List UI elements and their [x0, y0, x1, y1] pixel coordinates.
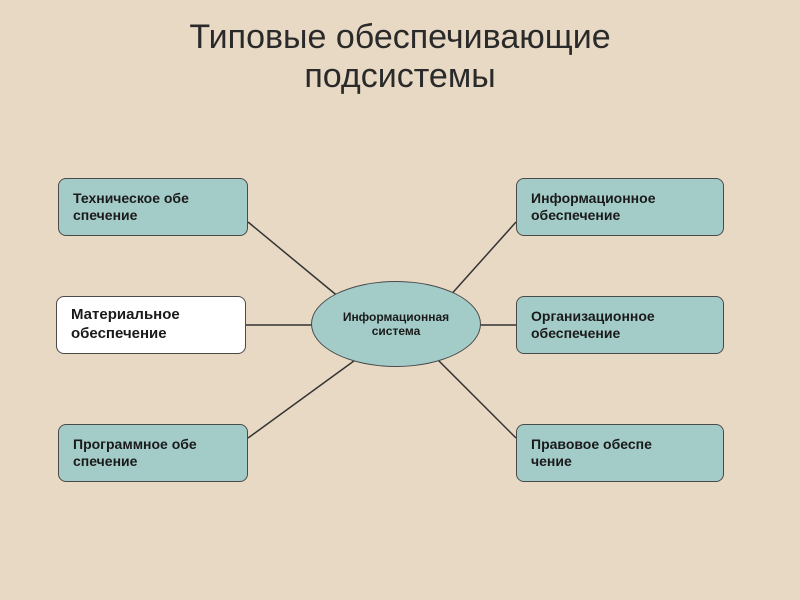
node-prog: Программное обеспечение — [58, 424, 248, 482]
node-tech: Техническое обеспечение — [58, 178, 248, 236]
edge — [248, 222, 340, 298]
edge — [248, 358, 358, 438]
node-info: Информационноеобеспечение — [516, 178, 724, 236]
center-node: Информационнаясистема — [311, 281, 481, 367]
node-law: Правовое обеспечение — [516, 424, 724, 482]
slide: Типовые обеспечивающиеподсистемы Техниче… — [0, 0, 800, 600]
edge — [436, 358, 516, 438]
edge — [448, 222, 516, 298]
slide-title: Типовые обеспечивающиеподсистемы — [0, 0, 800, 96]
node-org: Организационное обеспечение — [516, 296, 724, 354]
node-mat: Материальное обеспечение — [56, 296, 246, 354]
